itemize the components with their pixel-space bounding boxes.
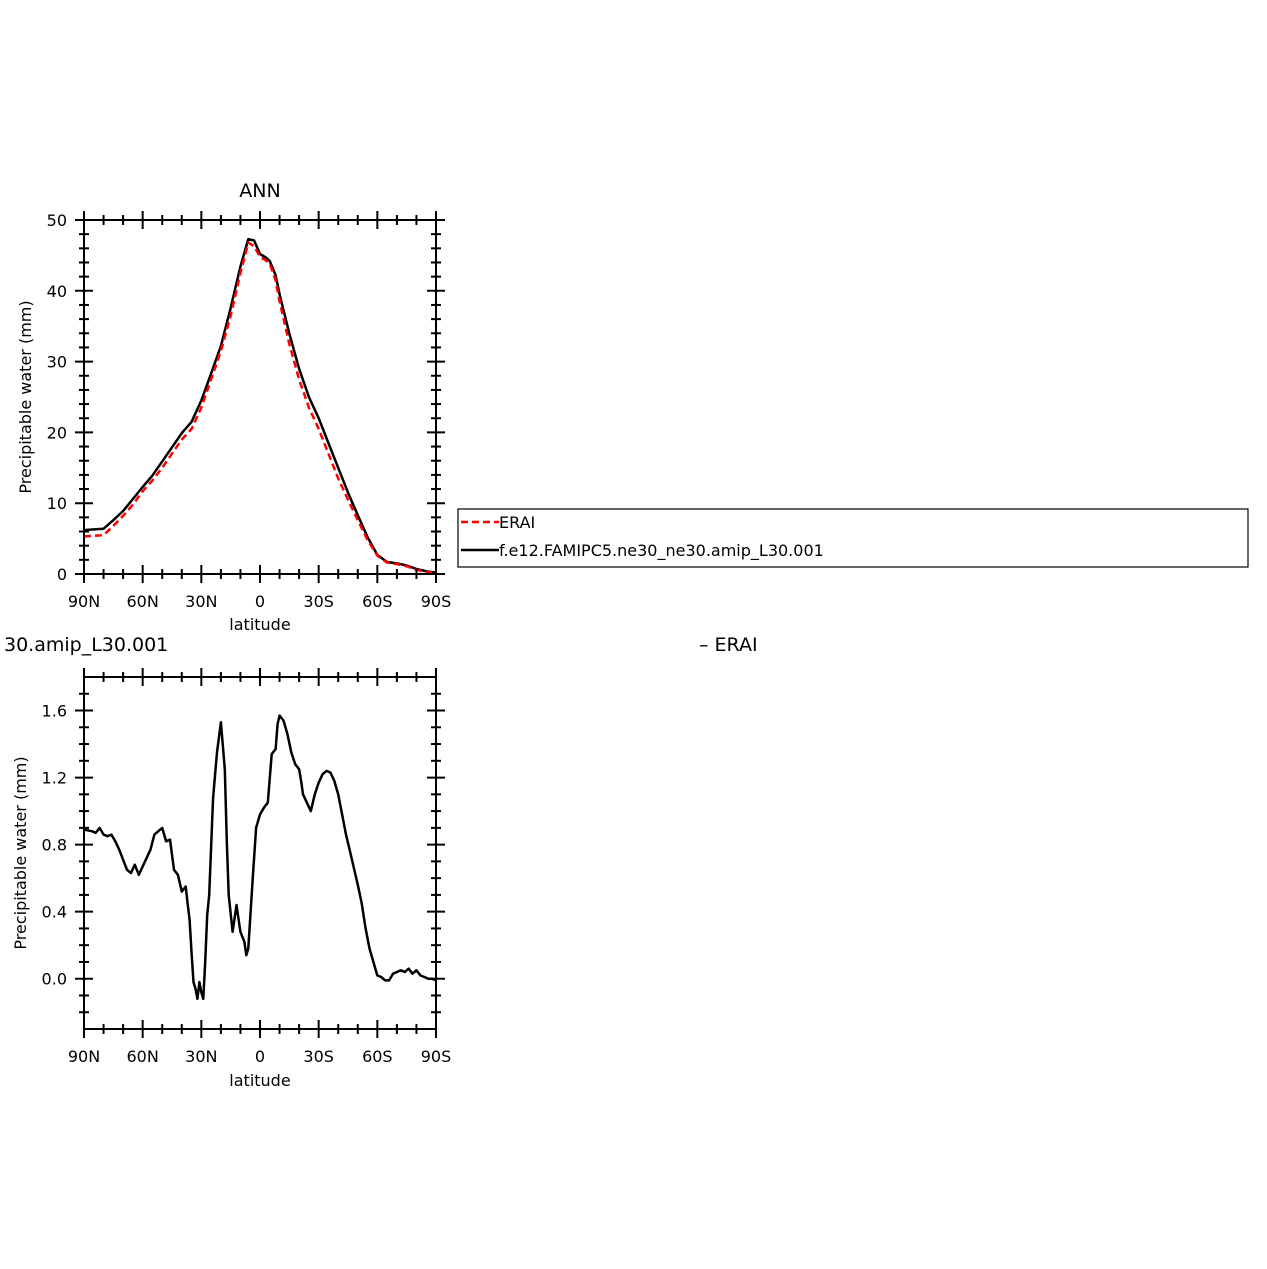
top-panel-x-tick-label: 0 [255, 592, 265, 611]
bottom-panel: 30.amip_L30.001 – ERAI 90N 60N 30N 0 30S 60S 9… [4, 634, 758, 1090]
bottom-panel-y-tick-label: 1.2 [42, 769, 67, 788]
bottom-panel-y-tick-label: 0.8 [42, 836, 67, 855]
bottom-panel-x-tick-label: 0 [255, 1047, 265, 1066]
top-panel-frame [83, 219, 437, 575]
top-panel-x-tick-label: 30N [185, 592, 217, 611]
bottom-panel-ticks [75, 668, 445, 1038]
top-panel-title: ANN [239, 180, 280, 202]
legend-box [457, 508, 1249, 568]
top-panel-x-tick-labels: 90N 60N 30N 0 30S 60S 90S [68, 592, 451, 611]
bottom-panel-x-tick-label: 90N [68, 1047, 100, 1066]
top-panel-ticks [75, 211, 445, 583]
top-panel-line-erai [83, 241, 437, 574]
bottom-panel-x-tick-labels: 90N 60N 30N 0 30S 60S 90S [68, 1047, 451, 1066]
bottom-panel-x-tick-label: 60S [362, 1047, 393, 1066]
top-panel-y-tick-label: 40 [47, 282, 67, 301]
top-panel-x-tick-label: 90N [68, 592, 100, 611]
top-panel-y-tick-label: 0 [57, 565, 67, 584]
bottom-panel-title-left: 30.amip_L30.001 [4, 634, 168, 656]
top-panel-x-tick-label: 30S [303, 592, 334, 611]
top-panel-y-axis-label: Precipitable water (mm) [16, 300, 35, 493]
bottom-panel-x-axis-label: latitude [229, 1071, 290, 1090]
top-panel-y-tick-label: 30 [47, 353, 67, 372]
top-panel-y-tick-labels: 0 10 20 30 40 50 [47, 211, 67, 584]
bottom-panel-y-tick-label: 1.6 [42, 702, 67, 721]
top-panel: ANN 90N 60N 30N 0 30S 60S 90S 0 10 20 30 40 50 lati… [16, 180, 451, 634]
top-panel-y-tick-label: 10 [47, 494, 67, 513]
top-panel-line-f [83, 237, 437, 574]
bottom-panel-x-tick-label: 30S [303, 1047, 334, 1066]
bottom-panel-frame [83, 676, 437, 1030]
top-panel-y-tick-label: 20 [47, 423, 67, 442]
bottom-panel-y-tick-label: 0.4 [42, 903, 67, 922]
legend: ERAI f.e12.FAMIPC5.ne30_ne30.amip_L30.00… [457, 508, 1249, 568]
legend-label-erai: ERAI [499, 513, 535, 532]
bottom-panel-y-tick-labels: 0.0 0.4 0.8 1.2 1.6 [42, 702, 67, 989]
top-panel-series [83, 237, 437, 574]
bottom-panel-title-right: – ERAI [699, 634, 758, 656]
bottom-panel-x-tick-label: 90S [421, 1047, 452, 1066]
top-panel-y-tick-label: 50 [47, 211, 67, 230]
legend-label-model: f.e12.FAMIPC5.ne30_ne30.amip_L30.001 [499, 541, 824, 561]
bottom-panel-x-tick-label: 60N [127, 1047, 159, 1066]
top-panel-x-axis-label: latitude [229, 615, 290, 634]
bottom-panel-y-tick-label: 0.0 [42, 970, 67, 989]
bottom-panel-series [83, 714, 437, 1001]
bottom-panel-line-difference [83, 714, 437, 1001]
top-panel-x-tick-label: 60N [127, 592, 159, 611]
bottom-panel-y-axis-label: Precipitable water (mm) [11, 756, 30, 949]
top-panel-x-tick-label: 90S [421, 592, 452, 611]
top-panel-x-tick-label: 60S [362, 592, 393, 611]
bottom-panel-x-tick-label: 30N [185, 1047, 217, 1066]
